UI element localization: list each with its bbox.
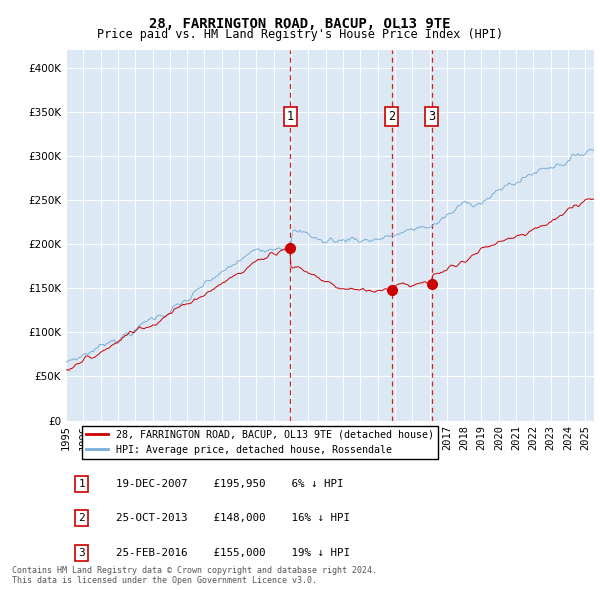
Text: 25-OCT-2013    £148,000    16% ↓ HPI: 25-OCT-2013 £148,000 16% ↓ HPI — [103, 513, 350, 523]
Text: 3: 3 — [428, 110, 436, 123]
Text: 1: 1 — [79, 478, 85, 489]
Legend: 28, FARRINGTON ROAD, BACUP, OL13 9TE (detached house), HPI: Average price, detac: 28, FARRINGTON ROAD, BACUP, OL13 9TE (de… — [82, 425, 437, 458]
Text: 3: 3 — [79, 548, 85, 558]
Text: 25-FEB-2016    £155,000    19% ↓ HPI: 25-FEB-2016 £155,000 19% ↓ HPI — [103, 548, 350, 558]
Text: 2: 2 — [388, 110, 395, 123]
Text: 19-DEC-2007    £195,950    6% ↓ HPI: 19-DEC-2007 £195,950 6% ↓ HPI — [103, 478, 343, 489]
Text: 1: 1 — [287, 110, 294, 123]
Text: 2: 2 — [79, 513, 85, 523]
Text: Price paid vs. HM Land Registry's House Price Index (HPI): Price paid vs. HM Land Registry's House … — [97, 28, 503, 41]
Text: This data is licensed under the Open Government Licence v3.0.: This data is licensed under the Open Gov… — [12, 576, 317, 585]
Text: 28, FARRINGTON ROAD, BACUP, OL13 9TE: 28, FARRINGTON ROAD, BACUP, OL13 9TE — [149, 17, 451, 31]
Text: Contains HM Land Registry data © Crown copyright and database right 2024.: Contains HM Land Registry data © Crown c… — [12, 566, 377, 575]
